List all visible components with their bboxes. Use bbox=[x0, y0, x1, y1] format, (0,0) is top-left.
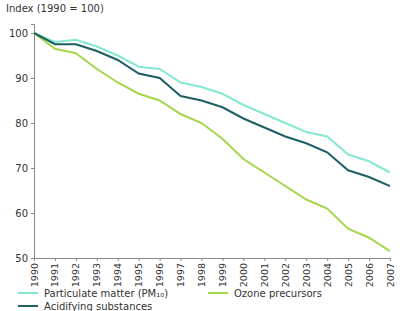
legend-label: Ozone precursors bbox=[234, 288, 322, 299]
x-tick-mark bbox=[139, 258, 140, 261]
y-tick-label: 90 bbox=[15, 73, 28, 84]
y-axis: 50 60 70 80 90 100 bbox=[9, 25, 35, 264]
y-tick-label: 70 bbox=[15, 163, 28, 174]
x-tick-mark bbox=[118, 258, 119, 261]
x-tick-mark bbox=[285, 258, 286, 261]
x-axis-line bbox=[35, 259, 391, 262]
x-tick-label: 1997 bbox=[175, 263, 186, 287]
x-tick-label: 2006 bbox=[364, 263, 375, 287]
x-tick-label: 2002 bbox=[280, 263, 291, 287]
y-tick-mark bbox=[31, 78, 34, 79]
x-tick: 2004 bbox=[322, 258, 333, 287]
x-tick-mark bbox=[306, 258, 307, 261]
x-tick-mark bbox=[390, 258, 391, 261]
x-tick: 1991 bbox=[49, 258, 60, 287]
x-tick-mark bbox=[76, 258, 77, 261]
y-tick-mark bbox=[31, 168, 34, 169]
x-tick-mark bbox=[181, 258, 182, 261]
x-tick-label: 1993 bbox=[91, 263, 102, 287]
y-tick-label: 50 bbox=[15, 253, 28, 264]
series-line bbox=[34, 33, 390, 186]
legend-label: Particulate matter (PM₁₀) bbox=[44, 288, 168, 299]
y-tick-mark bbox=[31, 33, 34, 34]
legend-swatch bbox=[18, 305, 38, 307]
y-tick: 70 bbox=[15, 163, 34, 174]
x-tick-label: 1991 bbox=[49, 263, 60, 287]
series-group bbox=[34, 33, 390, 251]
x-tick: 2005 bbox=[343, 258, 354, 287]
y-tick-mark bbox=[31, 258, 34, 259]
y-tick-label: 100 bbox=[9, 28, 28, 39]
x-tick-mark bbox=[243, 258, 244, 261]
plot: 5060708090100199019911992199319941995199… bbox=[9, 25, 396, 288]
x-tick: 1994 bbox=[112, 258, 123, 287]
y-tick: 100 bbox=[9, 28, 34, 39]
x-tick: 1996 bbox=[154, 258, 165, 287]
x-tick: 1999 bbox=[217, 258, 228, 287]
legend: Particulate matter (PM₁₀) Acidifying subs… bbox=[18, 288, 322, 311]
x-tick-label: 1998 bbox=[196, 263, 207, 287]
x-tick-mark bbox=[202, 258, 203, 261]
x-tick: 2000 bbox=[238, 258, 249, 287]
x-tick: 2007 bbox=[385, 258, 396, 287]
x-tick-label: 1999 bbox=[217, 263, 228, 287]
y-tick-label: 80 bbox=[15, 118, 28, 129]
legend-swatch bbox=[18, 292, 38, 294]
x-tick: 1992 bbox=[70, 258, 81, 287]
legend-item: Acidifying substances bbox=[18, 301, 152, 311]
x-tick-label: 2001 bbox=[259, 263, 270, 287]
x-tick-mark bbox=[369, 258, 370, 261]
legend-item: Ozone precursors bbox=[208, 288, 322, 299]
x-tick-label: 1995 bbox=[133, 263, 144, 287]
x-tick-mark bbox=[97, 258, 98, 261]
series-line bbox=[34, 33, 390, 251]
x-tick: 1990 bbox=[29, 258, 40, 287]
x-tick-label: 1996 bbox=[154, 263, 165, 287]
legend-swatch bbox=[208, 292, 228, 294]
x-tick: 1993 bbox=[91, 258, 102, 287]
x-tick-mark bbox=[348, 258, 349, 261]
y-tick: 50 bbox=[15, 253, 34, 264]
x-tick-label: 1990 bbox=[29, 263, 40, 287]
x-tick-mark bbox=[327, 258, 328, 261]
y-tick-label: 60 bbox=[15, 208, 28, 219]
chart: 5060708090100199019911992199319941995199… bbox=[0, 0, 400, 311]
x-tick-label: 1992 bbox=[70, 263, 81, 287]
x-tick: 1997 bbox=[175, 258, 186, 287]
series-line bbox=[34, 33, 390, 173]
x-tick: 2003 bbox=[301, 258, 312, 287]
x-tick-mark bbox=[34, 258, 35, 261]
y-tick: 80 bbox=[15, 118, 34, 129]
x-tick-mark bbox=[264, 258, 265, 261]
x-axis: 1990 1991 1992 1993 1994 1995 1996 1997 1998 1999… bbox=[29, 258, 396, 287]
y-tick: 90 bbox=[15, 73, 34, 84]
x-tick-label: 2000 bbox=[238, 263, 249, 287]
x-tick-label: 2007 bbox=[385, 263, 396, 287]
x-tick: 2001 bbox=[259, 258, 270, 287]
y-axis-title: Index (1990 = 100) bbox=[6, 3, 104, 14]
x-tick-label: 1994 bbox=[112, 263, 123, 287]
x-tick-mark bbox=[222, 258, 223, 261]
x-tick-mark bbox=[160, 258, 161, 261]
legend-label: Acidifying substances bbox=[44, 301, 152, 311]
x-tick: 1995 bbox=[133, 258, 144, 287]
y-tick-mark bbox=[31, 123, 34, 124]
legend-item: Particulate matter (PM₁₀) bbox=[18, 288, 168, 299]
x-tick-label: 2003 bbox=[301, 263, 312, 287]
y-axis-line bbox=[31, 25, 35, 259]
y-tick: 60 bbox=[15, 208, 34, 219]
y-tick-mark bbox=[31, 213, 34, 214]
x-tick: 1998 bbox=[196, 258, 207, 287]
x-tick-label: 2004 bbox=[322, 263, 333, 287]
x-tick: 2002 bbox=[280, 258, 291, 287]
x-tick: 2006 bbox=[364, 258, 375, 287]
x-tick-label: 2005 bbox=[343, 263, 354, 287]
x-tick-mark bbox=[55, 258, 56, 261]
